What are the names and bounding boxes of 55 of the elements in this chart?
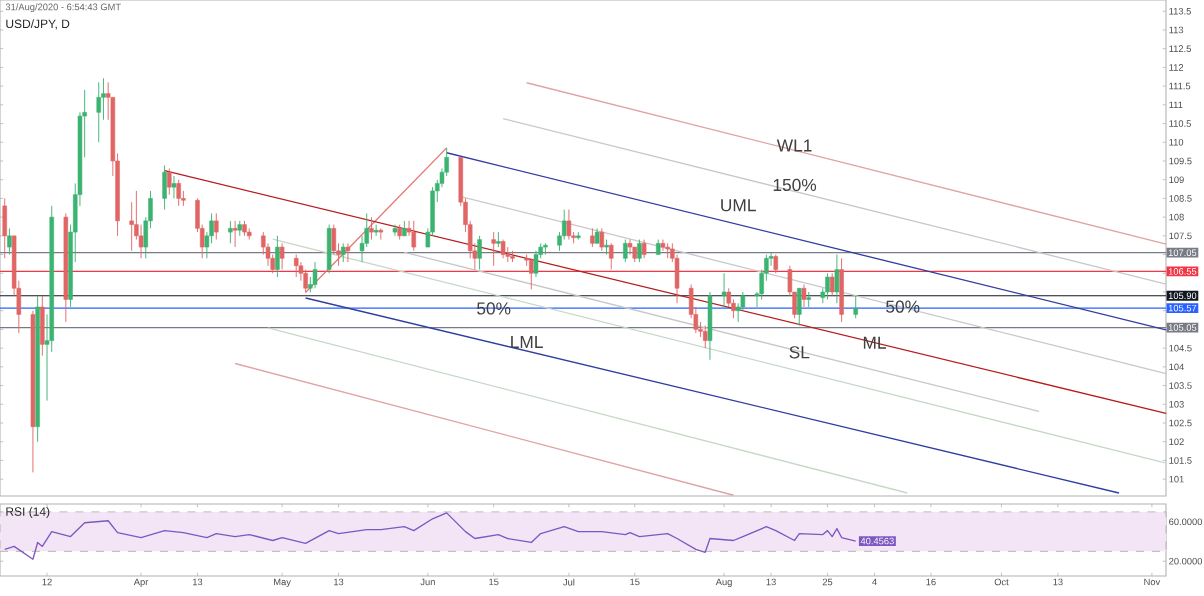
- candlestick: [721, 272, 727, 308]
- annotation: WL1: [776, 139, 812, 152]
- candlestick: [2, 197, 7, 259]
- candlestick: [279, 242, 285, 270]
- candlestick: [637, 239, 642, 263]
- candlestick: [491, 231, 496, 267]
- candlestick: [543, 242, 548, 256]
- candlestick: [641, 239, 647, 259]
- candlestick: [373, 224, 379, 237]
- annotation: UML: [721, 199, 756, 212]
- candlestick: [228, 220, 233, 244]
- candlestick: [392, 224, 398, 237]
- candlestick: [834, 254, 840, 304]
- candlestick: [599, 227, 605, 252]
- candlestick: [797, 287, 802, 327]
- candlestick: [162, 165, 167, 211]
- candlestick: [214, 212, 219, 241]
- candlestick: [566, 209, 572, 241]
- candlestick: [96, 81, 101, 143]
- candlestick: [7, 227, 12, 256]
- candlestick: [171, 175, 177, 199]
- candlestick: [303, 269, 308, 293]
- candlestick: [801, 284, 807, 308]
- annotation: 150%: [773, 178, 817, 192]
- candlestick: [326, 224, 332, 274]
- candlestick: [529, 257, 534, 290]
- candlestick: [378, 227, 384, 241]
- candlestick: [623, 239, 628, 263]
- candlestick: [500, 239, 506, 259]
- candlestick: [232, 220, 238, 248]
- annotation: SL: [789, 346, 810, 359]
- candlestick: [176, 179, 181, 207]
- candlestick: [40, 295, 45, 357]
- candlestick: [627, 239, 633, 256]
- candlestick: [703, 325, 708, 349]
- candlestick: [312, 261, 318, 289]
- candlestick: [825, 272, 830, 300]
- candlestick: [340, 242, 346, 263]
- annotation: LML: [511, 336, 543, 348]
- candlestick: [660, 239, 666, 252]
- candlestick: [167, 167, 172, 196]
- candlestick: [773, 254, 779, 274]
- candlestick: [590, 227, 595, 248]
- candlestick: [345, 242, 351, 263]
- candlestick: [608, 242, 614, 270]
- candlestick: [293, 254, 299, 278]
- candlestick: [275, 235, 280, 278]
- candlestick: [839, 257, 844, 323]
- candlestick: [707, 291, 713, 361]
- candlestick: [829, 272, 835, 297]
- candlestick: [477, 235, 482, 270]
- candlestick: [369, 216, 374, 241]
- candlestick: [411, 220, 416, 252]
- candlestick: [533, 250, 539, 278]
- candlestick: [853, 295, 858, 319]
